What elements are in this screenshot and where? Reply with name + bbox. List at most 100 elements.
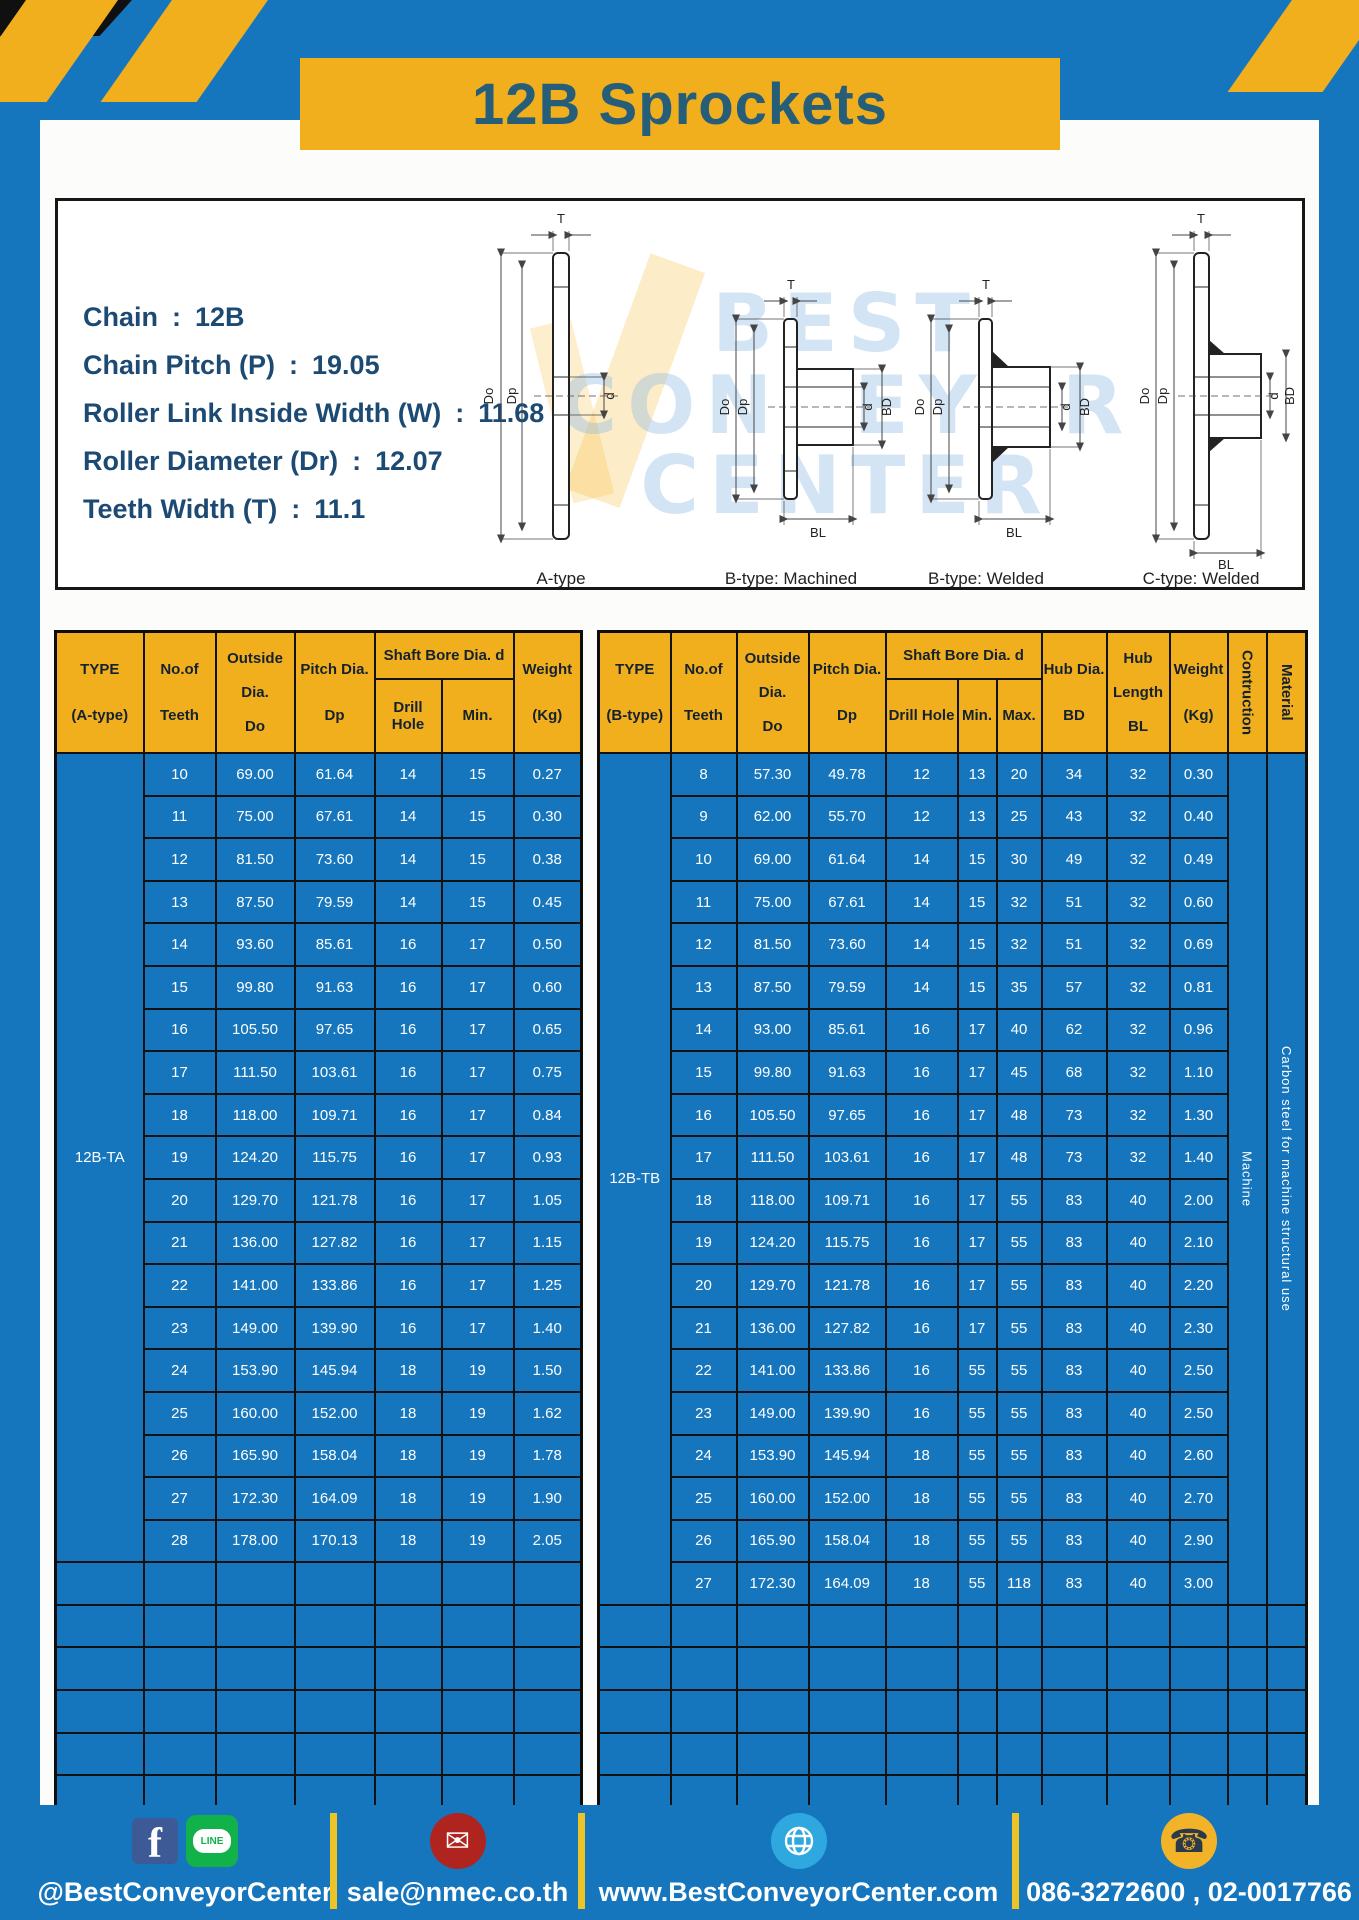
cell: 14 [884, 879, 959, 925]
cell: 19 [440, 1348, 515, 1393]
cell: 16 [884, 1305, 959, 1351]
cell: 17 [956, 1007, 998, 1053]
cell: 83 [1040, 1177, 1108, 1223]
cell: 26 [142, 1433, 217, 1479]
spec-line-chain: Chain:12B [83, 302, 245, 332]
table-row: 28 178.00 170.13 18 19 2.05 [56, 1518, 583, 1564]
footer-email[interactable]: ✉ sale@nmec.co.th [337, 1811, 578, 1916]
cell: 1.05 [512, 1177, 583, 1223]
phone-icon[interactable]: ☎ [1161, 1813, 1217, 1869]
type-cell: 12B-TB [597, 752, 672, 1606]
table-row: 21 136.00 127.82 16 17 1.15 [56, 1220, 583, 1266]
type-cell: 12B-TA [54, 751, 145, 1564]
cell: 15 [956, 879, 998, 925]
empty-cell [1105, 1646, 1171, 1692]
cell: 16 [373, 1305, 443, 1351]
line-icon[interactable]: LINE [186, 1815, 238, 1867]
website-url[interactable]: www.BestConveyorCenter.com [598, 1877, 999, 1907]
cell: 160.00 [735, 1476, 810, 1521]
cell: 158.04 [293, 1433, 376, 1479]
cell: 0.65 [512, 1007, 583, 1053]
spec-line-roller-dia: Roller Diameter (Dr):12.07 [83, 446, 443, 476]
empty-cell [807, 1603, 887, 1649]
svg-text:d: d [1266, 392, 1281, 399]
empty-cell [807, 1689, 887, 1734]
empty-cell [807, 1731, 887, 1777]
table-row: 14 93.60 85.61 16 17 0.50 [56, 922, 583, 967]
svg-text:Dp: Dp [504, 388, 519, 405]
col-header-hub-length: Hub Length BL [1105, 630, 1171, 754]
col-header-max: Max. [995, 677, 1043, 755]
cell: 14 [373, 879, 443, 925]
cell: 51 [1040, 879, 1108, 925]
empty-cell [440, 1646, 515, 1692]
cell: 35 [995, 964, 1043, 1010]
cell: 9 [669, 794, 738, 840]
cell: 32 [1105, 837, 1171, 882]
cell: 14 [884, 837, 959, 882]
email-address[interactable]: sale@nmec.co.th [346, 1877, 569, 1907]
table-row: 11 75.00 67.61 14 15 32 51 32 0.60 [599, 879, 1307, 925]
col-header-hub-dia: Hub Dia. BD [1040, 630, 1108, 754]
cell: 105.50 [735, 1092, 810, 1138]
cell: 18 [884, 1433, 959, 1479]
page-title: 12B Sprockets [472, 71, 888, 137]
cell: 0.75 [512, 1050, 583, 1095]
cell: 18 [373, 1390, 443, 1436]
cell: 17 [440, 964, 515, 1010]
cell: 14 [373, 794, 443, 840]
caption-a-type: A-type [536, 569, 585, 587]
phone-numbers[interactable]: 086-3272600 , 02-0017766 [1026, 1877, 1352, 1907]
cell: 91.63 [807, 1050, 887, 1095]
cell: 32 [1105, 1050, 1171, 1095]
cell: 17 [956, 1263, 998, 1308]
cell: 103.61 [293, 1050, 376, 1095]
empty-cell [142, 1689, 217, 1734]
footer-website[interactable]: www.BestConveyorCenter.com [585, 1811, 1012, 1916]
svg-text:BL: BL [810, 525, 826, 540]
cell: 141.00 [214, 1263, 296, 1308]
cell: 51 [1040, 922, 1108, 967]
cell: 93.00 [735, 1007, 810, 1053]
cell: 32 [995, 879, 1043, 925]
yellow-stripe-1 [0, 0, 119, 102]
col-header-material: Material [1265, 630, 1308, 754]
cell: 0.69 [1168, 922, 1229, 967]
facebook-icon[interactable]: f [132, 1818, 178, 1864]
col-header-min: Min. [440, 677, 515, 755]
cell: 16 [884, 1135, 959, 1180]
cell: 1.10 [1168, 1050, 1229, 1095]
title-banner: 12B Sprockets [300, 58, 1060, 150]
empty-cell [1040, 1689, 1108, 1734]
cell: 23 [142, 1305, 217, 1351]
cell: 16 [884, 1007, 959, 1053]
cell: 55 [995, 1348, 1043, 1393]
cell: 17 [956, 1220, 998, 1266]
globe-icon[interactable] [770, 1813, 827, 1869]
svg-text:d: d [1058, 403, 1073, 410]
empty-cell [1226, 1731, 1268, 1777]
cell: 34 [1040, 752, 1108, 797]
cell: 16 [884, 1263, 959, 1308]
cell: 55 [956, 1390, 998, 1436]
facebook-handle[interactable]: @BestConveyorCenter [37, 1877, 333, 1907]
empty-cell [1168, 1731, 1229, 1777]
cell: 16 [373, 1263, 443, 1308]
cell: 32 [1105, 1135, 1171, 1180]
empty-cell [884, 1646, 959, 1692]
empty-cell [1105, 1603, 1171, 1649]
empty-cell [956, 1731, 998, 1777]
empty-cell [956, 1603, 998, 1649]
cell: 91.63 [293, 964, 376, 1010]
footer-phone[interactable]: ☎ 086-3272600 , 02-0017766 [1019, 1811, 1359, 1916]
cell: 14 [884, 922, 959, 967]
mail-icon[interactable]: ✉ [429, 1813, 486, 1869]
cell: 105.50 [214, 1007, 296, 1053]
empty-cell [373, 1731, 443, 1777]
footer-social[interactable]: f LINE @BestConveyorCenter [37, 1811, 333, 1916]
empty-cell [142, 1731, 217, 1777]
cell: 79.59 [293, 879, 376, 925]
cell: 32 [1105, 794, 1171, 840]
cell: 2.90 [1168, 1518, 1229, 1564]
cell: 32 [1105, 922, 1171, 967]
